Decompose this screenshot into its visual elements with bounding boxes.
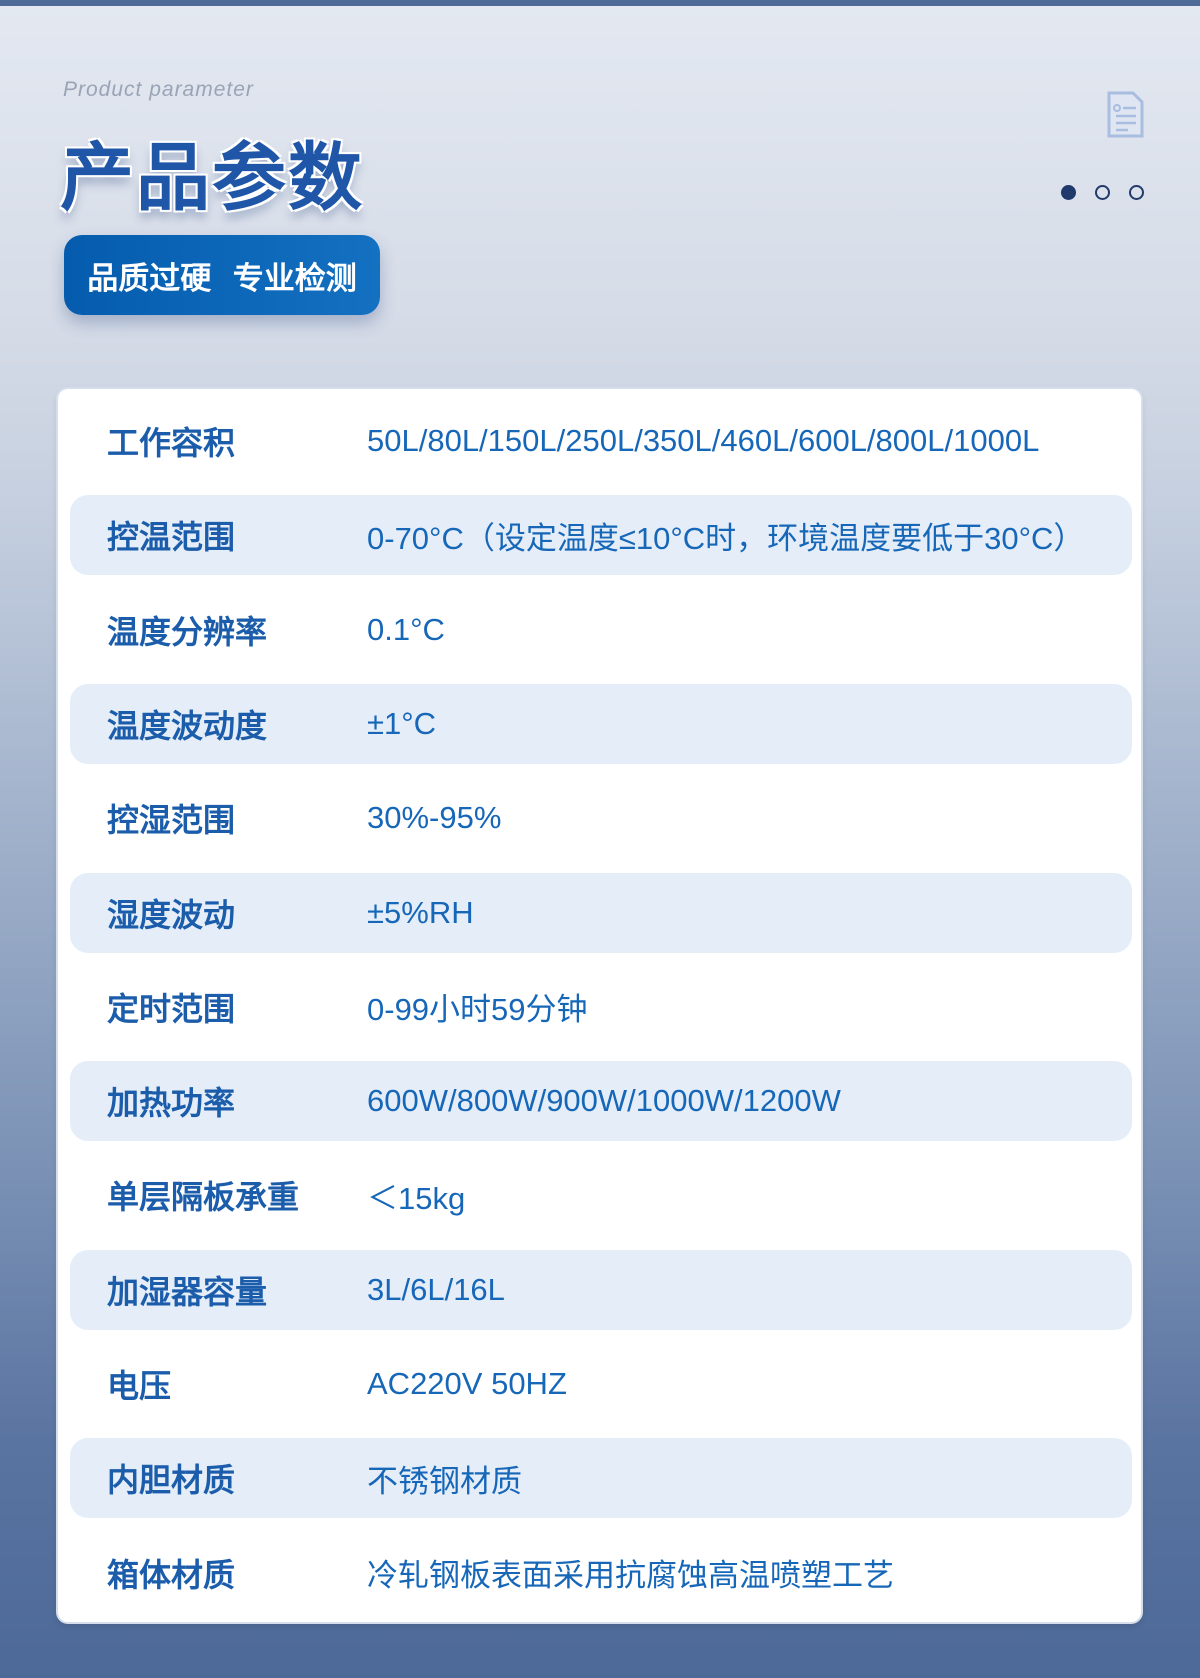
pager-dot[interactable] xyxy=(1129,185,1144,200)
param-label: 加热功率 xyxy=(107,1084,236,1123)
param-value: 0-70°C（设定温度≤10°C时，环境温度要低于30°C） xyxy=(367,520,1085,556)
param-label: 单层隔板承重 xyxy=(107,1178,300,1217)
document-icon xyxy=(1107,91,1144,138)
param-value: AC220V 50HZ xyxy=(367,1366,567,1401)
param-row: 电压 AC220V 50HZ xyxy=(70,1344,1132,1424)
param-label: 箱体材质 xyxy=(107,1555,236,1594)
param-label: 加湿器容量 xyxy=(107,1272,268,1311)
param-label: 控湿范围 xyxy=(107,801,236,840)
param-row: 加湿器容量 3L/6L/16L xyxy=(70,1249,1132,1330)
param-row: 箱体材质 冷轧钢板表面采用抗腐蚀高温喷塑工艺 xyxy=(70,1533,1132,1613)
param-label: 定时范围 xyxy=(107,989,236,1028)
param-row: 工作容积 50L/80L/150L/250L/350L/460L/600L/800… xyxy=(70,401,1132,481)
param-label: 湿度波动 xyxy=(107,895,236,934)
param-value: 0.1°C xyxy=(367,611,445,647)
pager-dots xyxy=(1061,185,1144,200)
param-label: 控温范围 xyxy=(107,518,236,557)
parameter-table: 工作容积 50L/80L/150L/250L/350L/460L/600L/800… xyxy=(56,387,1143,1624)
param-value: 0-99小时59分钟 xyxy=(367,992,588,1028)
param-label: 工作容积 xyxy=(107,424,236,462)
param-row: 控湿范围 30%-95% xyxy=(70,778,1132,858)
param-value: ＜15kg xyxy=(367,1180,466,1216)
param-row: 定时范围 0-99小时59分钟 xyxy=(70,967,1132,1047)
page-title: 产品参数 xyxy=(60,135,364,221)
param-value: 3L/6L/16L xyxy=(367,1271,505,1307)
param-row: 控温范围 0-70°C（设定温度≤10°C时，环境温度要低于30°C） xyxy=(70,495,1132,576)
param-value: 不锈钢材质 xyxy=(367,1463,522,1499)
param-label: 温度分辨率 xyxy=(107,612,268,651)
quality-badge: 品质过硬 专业检测 xyxy=(64,235,380,315)
pager-dot-active[interactable] xyxy=(1061,185,1076,200)
param-value: 50L/80L/150L/250L/350L/460L/600L/800L/10… xyxy=(367,423,1040,458)
param-value: ±5%RH xyxy=(367,894,474,930)
param-row: 加热功率 600W/800W/900W/1000W/1200W xyxy=(70,1061,1132,1142)
param-row: 内胆材质 不锈钢材质 xyxy=(70,1438,1132,1519)
param-row: 温度分辨率 0.1°C xyxy=(70,590,1132,670)
param-label: 电压 xyxy=(107,1367,172,1405)
param-value: 600W/800W/900W/1000W/1200W xyxy=(367,1083,841,1119)
top-bar xyxy=(0,0,1200,6)
section-subtitle: Product parameter xyxy=(63,78,254,101)
param-row: 温度波动度 ±1°C xyxy=(70,683,1132,764)
param-row: 单层隔板承重 ＜15kg xyxy=(70,1155,1132,1235)
param-value: ±1°C xyxy=(367,705,437,741)
param-label: 内胆材质 xyxy=(107,1461,236,1500)
param-row: 湿度波动 ±5%RH xyxy=(70,872,1132,953)
param-value: 30%-95% xyxy=(367,800,502,836)
pager-dot[interactable] xyxy=(1095,185,1110,200)
param-label: 温度波动度 xyxy=(107,706,268,745)
param-value: 冷轧钢板表面采用抗腐蚀高温喷塑工艺 xyxy=(367,1558,894,1594)
